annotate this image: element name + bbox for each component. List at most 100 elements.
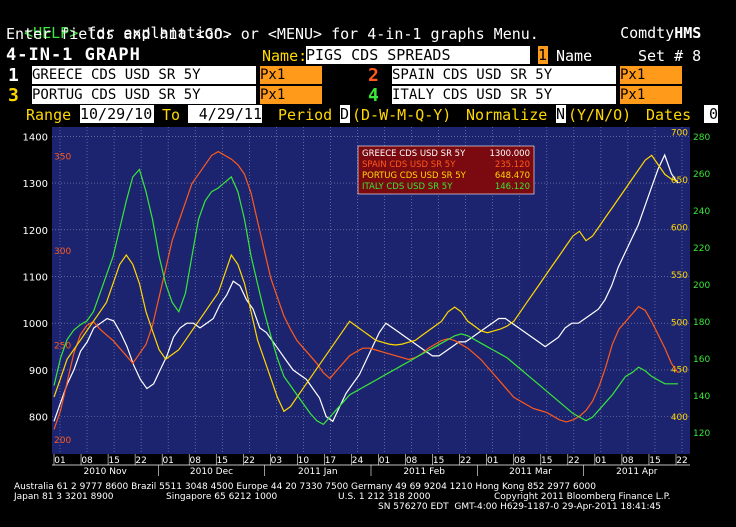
footer-line-3: SN 576270 EDT GMT-4:00 H629-1187-0 29-Ap… — [378, 502, 661, 512]
x-day-tick: 15 — [108, 456, 119, 466]
footer-line-2b: Singapore 65 6212 1000 — [166, 492, 278, 502]
security-4-field[interactable]: Px1 — [620, 86, 682, 104]
dates-label: Dates — [646, 106, 692, 124]
security-1-input[interactable]: GREECE CDS USD SR 5Y — [32, 66, 256, 84]
legend-entry-value: 1300.000 — [489, 149, 530, 159]
x-day-tick: 08 — [622, 456, 634, 466]
x-month-label: 2011 Mar — [509, 467, 552, 477]
italy-axis-tick: 180 — [693, 318, 710, 328]
legend-entry-name: ITALY CDS USD SR 5Y — [362, 182, 453, 192]
x-day-tick: 22 — [135, 456, 146, 466]
security-1-num: 1 — [8, 65, 19, 86]
x-day-tick: 22 — [676, 456, 687, 466]
x-day-tick: 15 — [217, 456, 228, 466]
italy-axis-tick: 260 — [693, 170, 710, 180]
security-4-num: 4 — [368, 85, 379, 106]
portugal-axis-tick: 550 — [671, 271, 688, 281]
x-day-tick: 10 — [298, 456, 310, 466]
range-from-input[interactable]: 10/29/10 — [80, 105, 154, 123]
footer-line-1: Australia 61 2 9777 8600 Brazil 5511 304… — [14, 482, 596, 492]
x-day-tick: 08 — [406, 456, 418, 466]
legend-entry-name: PORTUG CDS USD SR 5Y — [362, 171, 467, 181]
x-day-tick: 22 — [244, 456, 255, 466]
x-month-label: 2011 Jan — [298, 467, 338, 477]
help-key[interactable]: <HELP> — [24, 24, 79, 42]
x-day-tick: 15 — [541, 456, 552, 466]
normalize-options: (Y/N/O) — [568, 106, 632, 124]
legend-entry-name: GREECE CDS USD SR 5Y — [362, 149, 466, 159]
brand: ComdtyHMS — [602, 6, 701, 42]
portugal-axis-tick: 400 — [671, 413, 688, 423]
portugal-axis-tick: 700 — [671, 129, 688, 139]
period-input[interactable]: D — [340, 105, 350, 123]
italy-axis-tick: 220 — [693, 244, 710, 254]
x-day-tick: 08 — [81, 456, 93, 466]
greece-axis-tick: 900 — [29, 366, 48, 377]
range-to-input[interactable]: 4/29/11 — [188, 105, 262, 123]
series-line-4 — [53, 168, 678, 426]
greece-axis-tick: 800 — [29, 413, 48, 424]
x-day-tick: 08 — [189, 456, 201, 466]
x-day-tick: 22 — [568, 456, 579, 466]
normalize-input[interactable]: N — [556, 105, 566, 123]
series-line-1 — [53, 153, 679, 423]
x-day-tick: 15 — [649, 456, 660, 466]
x-day-tick: 24 — [352, 456, 364, 466]
greece-axis-tick: 1100 — [23, 272, 48, 283]
italy-axis-tick: 200 — [693, 281, 710, 291]
portugal-axis-tick: 600 — [671, 224, 688, 234]
spain-axis-tick: 350 — [54, 152, 71, 162]
footer-line-2c: U.S. 1 212 318 2000 — [338, 492, 431, 502]
normalize-label: Normalize — [466, 106, 548, 124]
x-day-tick: 08 — [514, 456, 526, 466]
name-input[interactable]: PIGS CDS SPREADS — [306, 46, 530, 64]
name-label: Name: — [262, 47, 308, 65]
x-day-tick: 15 — [433, 456, 444, 466]
legend-entry-value: 146.120 — [495, 182, 530, 192]
legend-entry-name: SPAIN CDS USD SR 5Y — [362, 160, 456, 170]
security-3-field[interactable]: Px1 — [260, 86, 322, 104]
x-day-tick: 01 — [487, 456, 498, 466]
instructions: Enter fields and hit <GO> or <MENU> for … — [6, 25, 539, 43]
portugal-axis-tick: 450 — [671, 366, 688, 376]
italy-axis-tick: 160 — [693, 355, 710, 365]
security-1-field[interactable]: Px1 — [260, 66, 322, 84]
set-label: Set # 8 — [638, 47, 702, 65]
x-day-tick: 17 — [325, 456, 336, 466]
help-text: for explanation. — [78, 24, 232, 42]
x-month-label: 2010 Nov — [83, 467, 127, 477]
greece-axis-tick: 1400 — [23, 132, 48, 143]
spain-axis-tick: 300 — [54, 247, 71, 257]
brand-prefix: Comdty — [620, 24, 675, 42]
name-num-input[interactable]: 1 — [538, 46, 548, 64]
period-options: (D-W-M-Q-Y) — [352, 106, 452, 124]
series-line-2 — [53, 150, 679, 430]
x-month-label: 2011 Feb — [403, 467, 445, 477]
legend-entry-value: 648.470 — [495, 171, 530, 181]
screen-title: 4-IN-1 GRAPH — [6, 45, 141, 65]
x-day-tick: 01 — [379, 456, 390, 466]
brand-suffix: HMS — [674, 24, 702, 42]
name-word: Name — [556, 47, 593, 65]
x-day-tick: 03 — [271, 456, 282, 466]
security-2-field[interactable]: Px1 — [620, 66, 682, 84]
italy-axis-tick: 140 — [693, 392, 710, 402]
x-day-tick: 01 — [162, 456, 173, 466]
italy-axis-tick: 280 — [693, 133, 710, 143]
x-month-label: 2010 Dec — [190, 467, 233, 477]
portugal-axis-tick: 500 — [671, 318, 688, 328]
security-3-input[interactable]: PORTUG CDS USD SR 5Y — [32, 86, 256, 104]
series-line-3 — [53, 154, 679, 413]
x-day-tick: 22 — [460, 456, 471, 466]
spain-axis-tick: 200 — [54, 436, 71, 446]
italy-axis-tick: 240 — [693, 207, 710, 217]
greece-axis-tick: 1300 — [23, 179, 48, 190]
spain-axis-tick: 250 — [54, 341, 71, 351]
cds-chart: 800 900 1000 1100 1200 1300 1400 200 250 300 350 40… — [0, 124, 736, 484]
dates-input[interactable]: 0 — [704, 105, 718, 123]
security-2-input[interactable]: SPAIN CDS USD SR 5Y — [392, 66, 616, 84]
legend-entry-value: 235.120 — [495, 160, 530, 170]
footer-line-2a: Japan 81 3 3201 8900 — [14, 492, 114, 502]
legend-box — [357, 145, 535, 195]
security-4-input[interactable]: ITALY CDS USD SR 5Y — [392, 86, 616, 104]
